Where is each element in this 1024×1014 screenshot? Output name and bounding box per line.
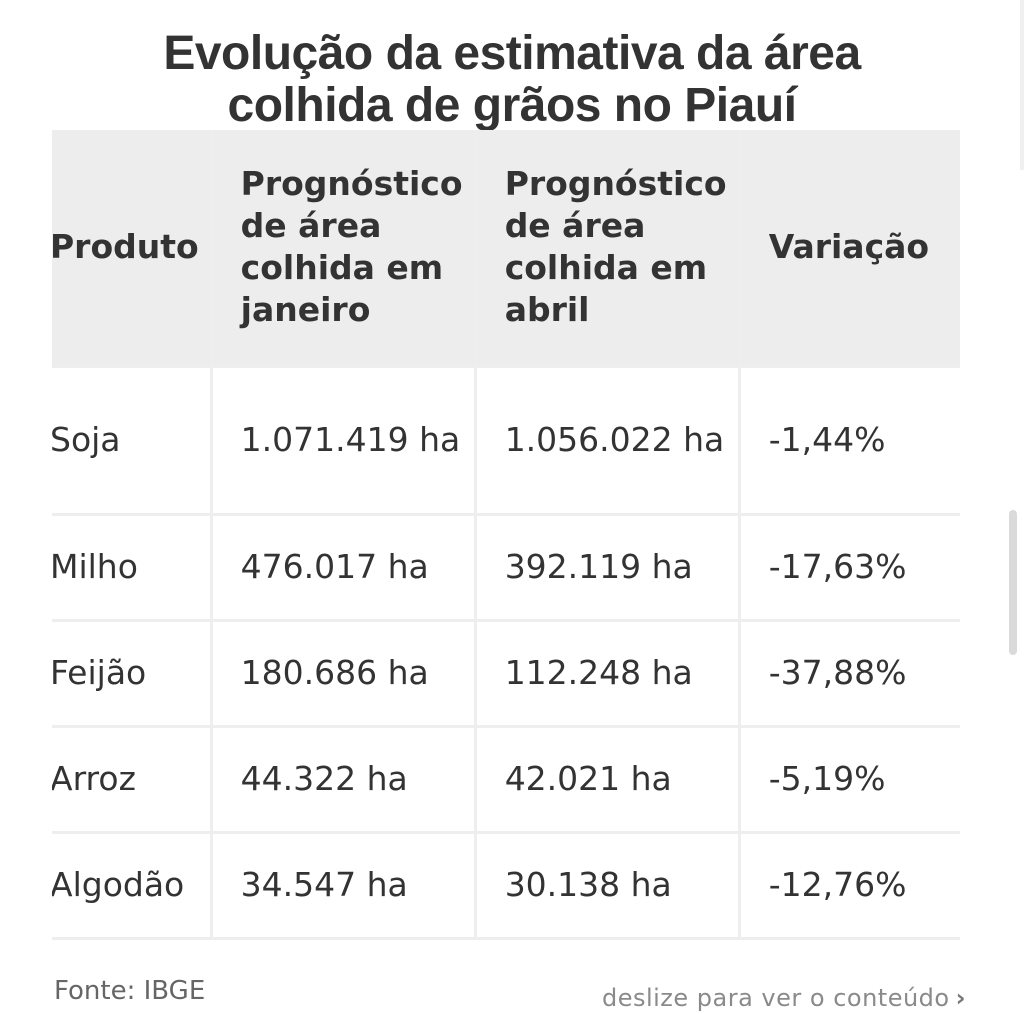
chevron-right-icon: › (955, 984, 966, 1012)
cell-janeiro: 44.322 ha (211, 726, 477, 834)
cell-janeiro: 476.017 ha (211, 514, 477, 622)
table-header-row: Produto Prognóstico de área colhida em j… (52, 130, 960, 368)
column-header-abril: Prognóstico de área colhida em abril (475, 130, 741, 368)
column-header-produto: Produto (52, 130, 213, 368)
cell-abril: 30.138 ha (475, 832, 741, 940)
cell-variacao: -12,76% (739, 832, 960, 940)
cell-janeiro: 180.686 ha (211, 620, 477, 728)
cell-produto: Feijão (52, 620, 213, 728)
source-note: Fonte: IBGE (54, 976, 206, 1006)
table-scroll-container[interactable]: Produto Prognóstico de área colhida em j… (52, 130, 972, 942)
cell-variacao: -37,88% (739, 620, 960, 728)
table-row: Algodão 34.547 ha 30.138 ha -12,76% (52, 832, 960, 940)
cell-variacao: -5,19% (739, 726, 960, 834)
cell-variacao: -17,63% (739, 514, 960, 622)
scroll-hint-label: deslize para ver o conteúdo (601, 984, 950, 1012)
chart-title-line-2: colhida de grãos no Piauí (227, 79, 797, 132)
vertical-scrollbar[interactable] (1009, 510, 1017, 655)
cell-abril: 392.119 ha (475, 514, 741, 622)
scroll-hint-button[interactable]: deslize para ver o conteúdo › (602, 984, 966, 1012)
scroll-track-edge (1020, 0, 1024, 170)
table-row: Soja 1.071.419 ha 1.056.022 ha -1,44% (52, 366, 960, 516)
cell-produto: Milho (52, 514, 213, 622)
table-row: Feijão 180.686 ha 112.248 ha -37,88% (52, 620, 960, 728)
cell-abril: 1.056.022 ha (475, 366, 741, 516)
column-header-janeiro: Prognóstico de área colhida em janeiro (211, 130, 477, 368)
cell-produto: Arroz (52, 726, 213, 834)
chart-title-line-1: Evolução da estimativa da área (163, 27, 861, 80)
cell-janeiro: 1.071.419 ha (211, 366, 477, 516)
column-header-variacao: Variação (739, 130, 960, 368)
cell-janeiro: 34.547 ha (211, 832, 477, 940)
cell-variacao: -1,44% (739, 366, 960, 516)
table-row: Arroz 44.322 ha 42.021 ha -5,19% (52, 726, 960, 834)
cell-abril: 42.021 ha (475, 726, 741, 834)
table-row: Milho 476.017 ha 392.119 ha -17,63% (52, 514, 960, 622)
cell-produto: Soja (52, 366, 213, 516)
cell-produto: Algodão (52, 832, 213, 940)
cell-abril: 112.248 ha (475, 620, 741, 728)
data-table: Produto Prognóstico de área colhida em j… (52, 130, 960, 940)
chart-title: Evolução da estimativa da área colhida d… (0, 28, 1024, 132)
